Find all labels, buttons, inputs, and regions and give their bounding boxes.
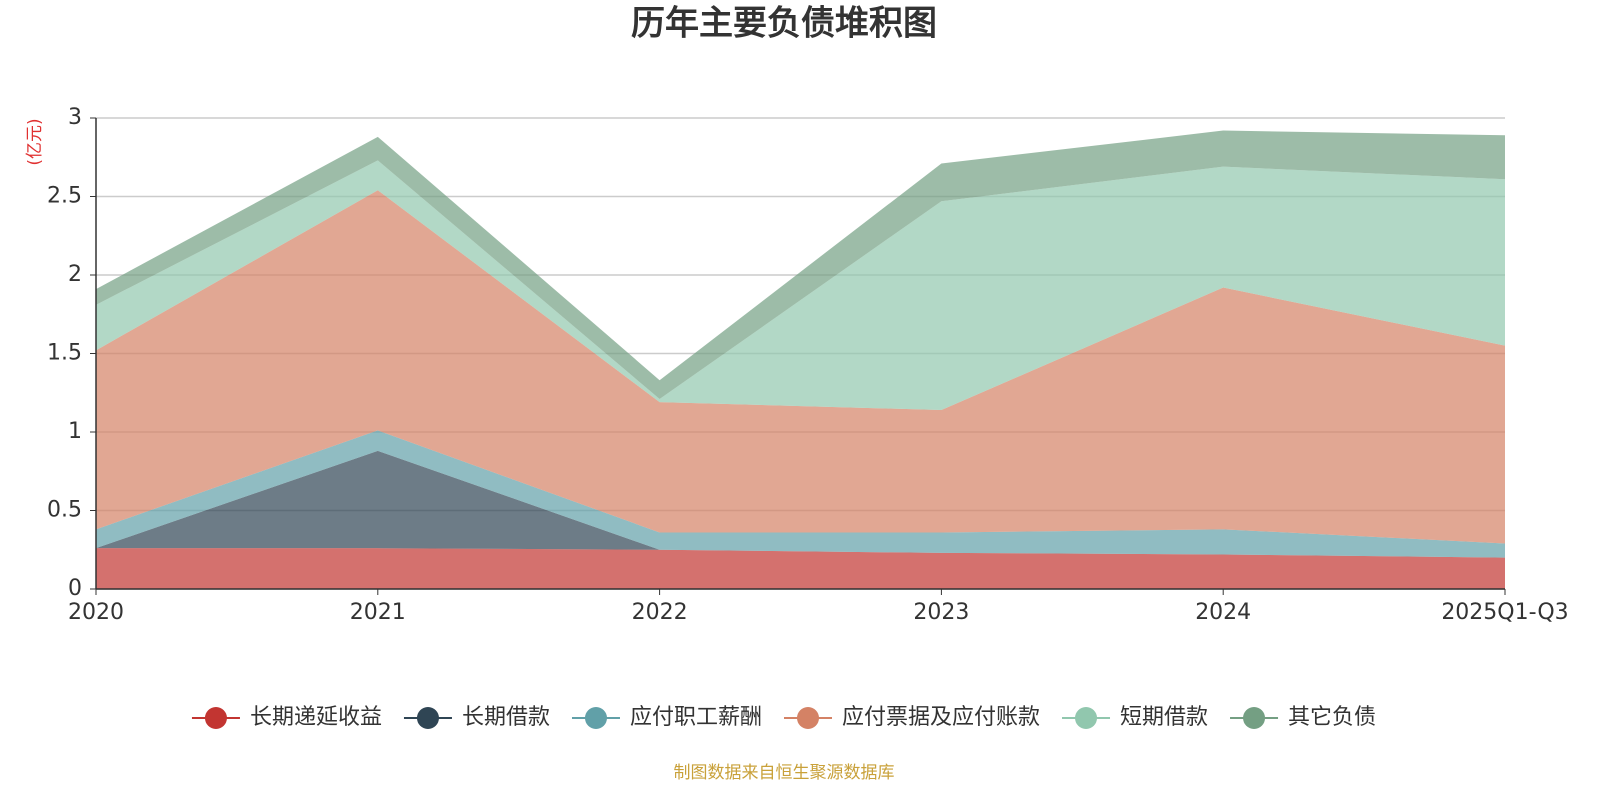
- legend-label: 应付职工薪酬: [630, 705, 762, 730]
- legend-marker: [1075, 707, 1098, 729]
- x-tick-label: 2025Q1-Q3: [1441, 600, 1568, 625]
- source-note: 制图数据来自恒生聚源数据库: [674, 763, 895, 783]
- x-tick-label: 2022: [632, 600, 688, 625]
- legend-label: 其它负债: [1288, 705, 1376, 730]
- x-tick-label: 2020: [68, 600, 124, 625]
- y-tick-label: 0.5: [47, 498, 82, 523]
- area: [96, 130, 1505, 400]
- chart-title: 历年主要负债堆积图: [631, 4, 937, 44]
- legend-label: 应付票据及应付账款: [842, 705, 1040, 730]
- y-tick-label: 1: [68, 419, 82, 444]
- area: [96, 548, 1505, 589]
- area: [96, 450, 1505, 558]
- legend-label: 长期借款: [462, 705, 550, 730]
- y-tick-label: 0: [68, 576, 82, 601]
- x-tick-label: 2021: [350, 600, 406, 625]
- legend-marker: [584, 707, 607, 729]
- y-tick-label: 1.5: [47, 341, 82, 366]
- area: [96, 430, 1505, 558]
- y-tick-label: 2.5: [47, 184, 82, 209]
- y-axis-label: (亿元): [25, 118, 45, 165]
- legend-marker: [204, 707, 227, 729]
- legend-marker: [797, 707, 819, 729]
- y-tick-label: 3: [68, 105, 82, 130]
- x-tick-label: 2023: [913, 600, 969, 625]
- legend-label: 长期递延收益: [250, 705, 382, 730]
- y-tick-label: 2: [68, 262, 82, 287]
- legend-label: 短期借款: [1120, 705, 1208, 730]
- area: [96, 190, 1505, 544]
- legend: 长期递延收益 长期借款 应付职工薪酬 应付票据及应付账款 短期借款 其它负债: [191, 705, 1376, 730]
- legend-marker: [416, 707, 439, 729]
- legend-marker: [1243, 707, 1266, 729]
- area: [96, 160, 1505, 411]
- x-tick-label: 2024: [1195, 600, 1251, 625]
